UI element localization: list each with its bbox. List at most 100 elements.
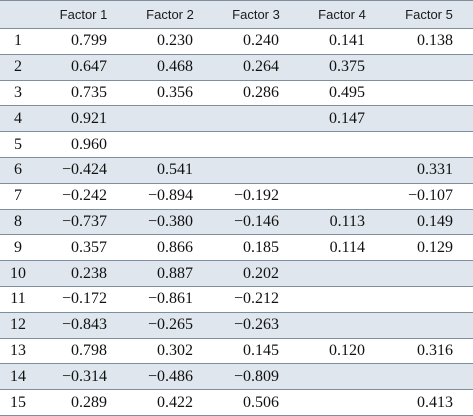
row-index-cell: 8 bbox=[0, 209, 40, 236]
factor-5-cell bbox=[385, 131, 473, 158]
table-body: 1 0.799 0.230 0.240 0.141 0.138 2 0.647 0.468 0.2… bbox=[0, 28, 473, 416]
factor-2-cell: 0.866 bbox=[127, 234, 213, 262]
table-row: 4 0.921 0.147 bbox=[0, 105, 473, 133]
factor-4-cell: 0.120 bbox=[299, 338, 385, 365]
table-row: 1 0.799 0.230 0.240 0.141 0.138 bbox=[0, 28, 473, 55]
factor-4-cell: 0.147 bbox=[299, 105, 385, 133]
factor-3-cell: −0.263 bbox=[213, 312, 299, 339]
factor-2-cell: 0.356 bbox=[127, 80, 213, 107]
factor-4-cell: 0.495 bbox=[299, 80, 385, 107]
table-row: 11 −0.172 −0.861 −0.212 bbox=[0, 286, 473, 313]
factor-2-cell: −0.486 bbox=[127, 363, 213, 391]
factor-3-cell: −0.212 bbox=[213, 286, 299, 313]
factor-2-cell: −0.265 bbox=[127, 312, 213, 339]
factor-2-cell: −0.861 bbox=[127, 286, 213, 313]
factor-1-cell: −0.737 bbox=[40, 209, 127, 236]
table-row: 14 −0.314 −0.486 −0.809 bbox=[0, 363, 473, 391]
table-row: 2 0.647 0.468 0.264 0.375 bbox=[0, 54, 473, 81]
factor-5-cell: 0.413 bbox=[385, 389, 473, 416]
factor-5-cell bbox=[385, 286, 473, 313]
factor-4-cell bbox=[299, 157, 385, 184]
table-row: 13 0.798 0.302 0.145 0.120 0.316 bbox=[0, 338, 473, 365]
factor-2-cell: 0.230 bbox=[127, 28, 213, 55]
factor-5-cell: 0.149 bbox=[385, 209, 473, 236]
factor-4-cell: 0.113 bbox=[299, 209, 385, 236]
table-row: 15 0.289 0.422 0.506 0.413 bbox=[0, 389, 473, 416]
row-index-cell: 9 bbox=[0, 234, 40, 262]
factor-3-cell: 0.240 bbox=[213, 28, 299, 55]
factor-5-cell bbox=[385, 105, 473, 133]
factor-4-cell bbox=[299, 312, 385, 339]
table-row: 10 0.238 0.887 0.202 bbox=[0, 260, 473, 287]
factor-5-cell: 0.138 bbox=[385, 28, 473, 55]
row-index-cell: 10 bbox=[0, 260, 40, 287]
row-index-cell: 6 bbox=[0, 157, 40, 184]
factor-3-cell bbox=[213, 131, 299, 158]
table-row: 5 0.960 bbox=[0, 131, 473, 158]
factor-4-cell bbox=[299, 183, 385, 210]
factor-5-cell: −0.107 bbox=[385, 183, 473, 210]
factor-5-cell bbox=[385, 312, 473, 339]
header-factor-4: Factor 4 bbox=[299, 0, 385, 29]
row-index-cell: 12 bbox=[0, 312, 40, 339]
factor-1-cell: 0.647 bbox=[40, 54, 127, 81]
header-factor-3: Factor 3 bbox=[213, 0, 299, 29]
factor-1-cell: −0.843 bbox=[40, 312, 127, 339]
factor-3-cell: 0.286 bbox=[213, 80, 299, 107]
factor-3-cell: 0.506 bbox=[213, 389, 299, 416]
factor-1-cell: 0.921 bbox=[40, 105, 127, 133]
table-row: 6 −0.424 0.541 0.331 bbox=[0, 157, 473, 184]
table-row: 7 −0.242 −0.894 −0.192 −0.107 bbox=[0, 183, 473, 210]
factor-3-cell bbox=[213, 157, 299, 184]
header-factor-1: Factor 1 bbox=[40, 0, 127, 29]
factor-3-cell: 0.202 bbox=[213, 260, 299, 287]
factor-5-cell bbox=[385, 80, 473, 107]
row-index-cell: 15 bbox=[0, 389, 40, 416]
factor-5-cell bbox=[385, 363, 473, 391]
table-row: 8 −0.737 −0.380 −0.146 0.113 0.149 bbox=[0, 209, 473, 236]
factor-3-cell: −0.146 bbox=[213, 209, 299, 236]
row-index-cell: 2 bbox=[0, 54, 40, 81]
factor-1-cell: −0.172 bbox=[40, 286, 127, 313]
factor-4-cell bbox=[299, 363, 385, 391]
row-index-cell: 7 bbox=[0, 183, 40, 210]
factor-3-cell: 0.264 bbox=[213, 54, 299, 81]
factor-3-cell: −0.192 bbox=[213, 183, 299, 210]
factor-2-cell: 0.887 bbox=[127, 260, 213, 287]
factor-3-cell: 0.145 bbox=[213, 338, 299, 365]
factor-4-cell: 0.141 bbox=[299, 28, 385, 55]
row-index-cell: 11 bbox=[0, 286, 40, 313]
table-row: 3 0.735 0.356 0.286 0.495 bbox=[0, 80, 473, 107]
factor-5-cell bbox=[385, 54, 473, 81]
factor-4-cell bbox=[299, 131, 385, 158]
factor-2-cell: 0.422 bbox=[127, 389, 213, 416]
factor-4-cell: 0.114 bbox=[299, 234, 385, 262]
factor-4-cell: 0.375 bbox=[299, 54, 385, 81]
factor-1-cell: 0.798 bbox=[40, 338, 127, 365]
factor-4-cell bbox=[299, 260, 385, 287]
factor-2-cell: 0.302 bbox=[127, 338, 213, 365]
factor-2-cell bbox=[127, 131, 213, 158]
header-factor-5: Factor 5 bbox=[385, 0, 473, 29]
factor-1-cell: 0.960 bbox=[40, 131, 127, 158]
row-index-cell: 13 bbox=[0, 338, 40, 365]
row-index-cell: 4 bbox=[0, 105, 40, 133]
factor-1-cell: 0.238 bbox=[40, 260, 127, 287]
factor-1-cell: 0.289 bbox=[40, 389, 127, 416]
factor-2-cell bbox=[127, 105, 213, 133]
factor-1-cell: 0.735 bbox=[40, 80, 127, 107]
table-header: Factor 1 Factor 2 Factor 3 Factor 4 Fact… bbox=[0, 0, 473, 29]
header-row: Factor 1 Factor 2 Factor 3 Factor 4 Fact… bbox=[0, 0, 473, 29]
factor-4-cell bbox=[299, 389, 385, 416]
factor-5-cell bbox=[385, 260, 473, 287]
factor-3-cell: 0.185 bbox=[213, 234, 299, 262]
table-row: 9 0.357 0.866 0.185 0.114 0.129 bbox=[0, 234, 473, 262]
factor-3-cell bbox=[213, 105, 299, 133]
row-index-cell: 1 bbox=[0, 28, 40, 55]
row-index-cell: 3 bbox=[0, 80, 40, 107]
factor-2-cell: 0.468 bbox=[127, 54, 213, 81]
header-factor-2: Factor 2 bbox=[127, 0, 213, 29]
factor-1-cell: 0.357 bbox=[40, 234, 127, 262]
